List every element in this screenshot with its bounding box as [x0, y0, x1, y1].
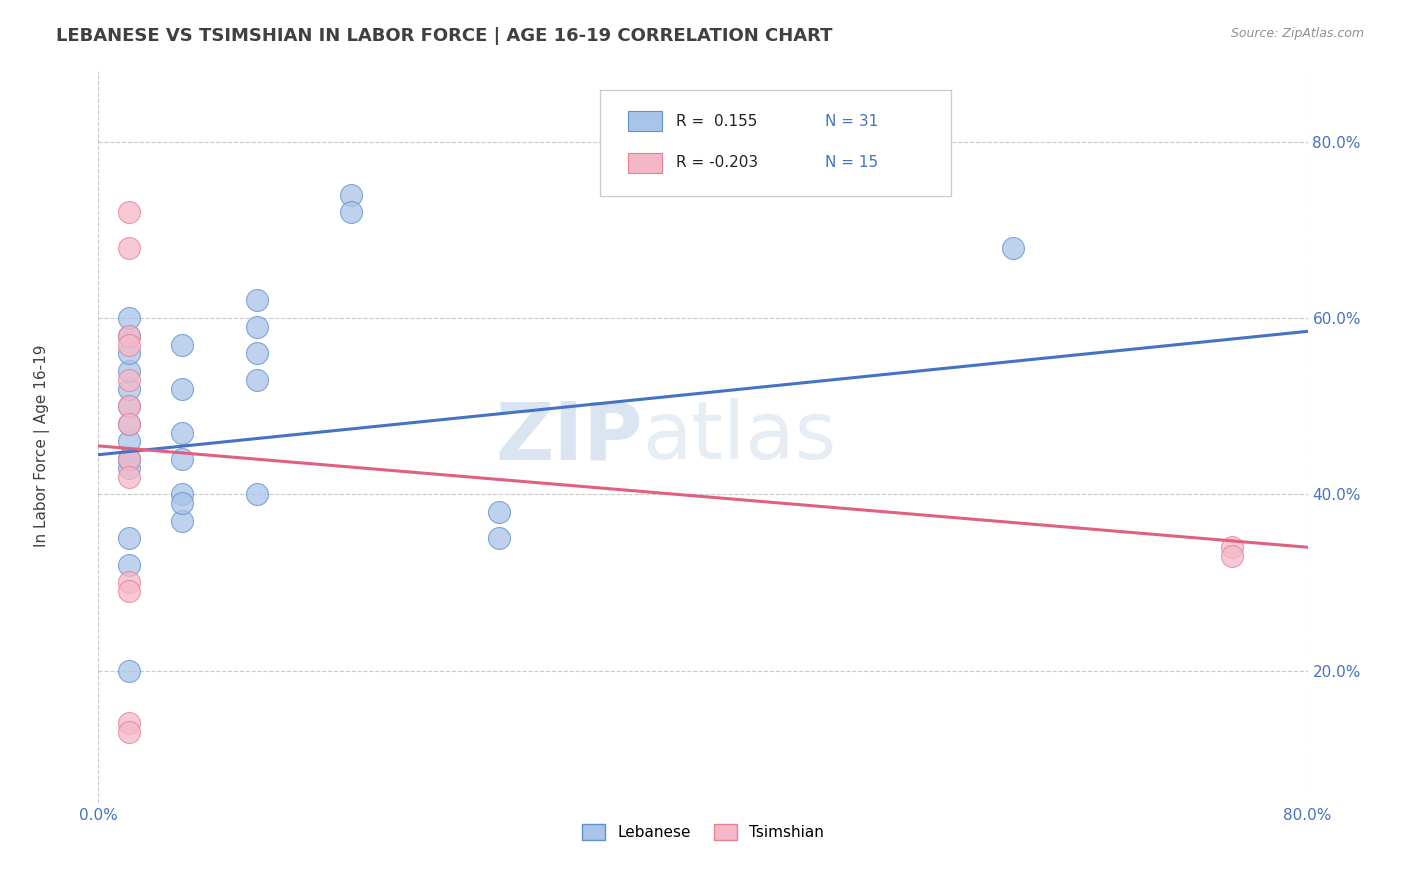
FancyBboxPatch shape	[628, 153, 662, 173]
Point	[246, 320, 269, 334]
Point	[488, 532, 510, 546]
Point	[118, 434, 141, 449]
Point	[118, 364, 141, 378]
Point	[118, 725, 141, 739]
Point	[118, 469, 141, 483]
Point	[118, 328, 141, 343]
Point	[118, 575, 141, 590]
FancyBboxPatch shape	[600, 90, 950, 195]
Point	[118, 241, 141, 255]
Point	[118, 417, 141, 431]
Legend: Lebanese, Tsimshian: Lebanese, Tsimshian	[576, 818, 830, 847]
Point	[170, 337, 193, 351]
Point	[118, 346, 141, 360]
Text: Source: ZipAtlas.com: Source: ZipAtlas.com	[1230, 27, 1364, 40]
Point	[118, 461, 141, 475]
Point	[118, 328, 141, 343]
Text: LEBANESE VS TSIMSHIAN IN LABOR FORCE | AGE 16-19 CORRELATION CHART: LEBANESE VS TSIMSHIAN IN LABOR FORCE | A…	[56, 27, 832, 45]
Point	[170, 487, 193, 501]
Text: R = -0.203: R = -0.203	[676, 155, 758, 170]
Point	[118, 558, 141, 572]
Point	[118, 452, 141, 467]
Point	[118, 584, 141, 599]
Point	[118, 337, 141, 351]
Point	[246, 346, 269, 360]
Point	[170, 452, 193, 467]
Point	[170, 425, 193, 440]
Text: atlas: atlas	[643, 398, 837, 476]
Point	[118, 417, 141, 431]
Text: In Labor Force | Age 16-19: In Labor Force | Age 16-19	[34, 344, 51, 548]
Point	[118, 664, 141, 678]
Point	[118, 452, 141, 467]
Point	[170, 382, 193, 396]
Point	[118, 382, 141, 396]
Text: ZIP: ZIP	[495, 398, 643, 476]
Point	[170, 496, 193, 510]
Point	[118, 373, 141, 387]
Point	[118, 532, 141, 546]
Point	[1220, 540, 1243, 554]
Point	[340, 187, 363, 202]
Point	[118, 311, 141, 326]
Point	[246, 373, 269, 387]
Point	[246, 487, 269, 501]
Point	[1001, 241, 1024, 255]
Point	[1220, 549, 1243, 563]
Point	[118, 205, 141, 219]
Point	[118, 399, 141, 413]
Point	[340, 205, 363, 219]
FancyBboxPatch shape	[628, 111, 662, 131]
Point	[170, 514, 193, 528]
Point	[246, 293, 269, 308]
Text: R =  0.155: R = 0.155	[676, 113, 758, 128]
Text: N = 31: N = 31	[825, 113, 879, 128]
Point	[118, 452, 141, 467]
Text: N = 15: N = 15	[825, 155, 879, 170]
Point	[488, 505, 510, 519]
Point	[118, 716, 141, 731]
Point	[118, 399, 141, 413]
